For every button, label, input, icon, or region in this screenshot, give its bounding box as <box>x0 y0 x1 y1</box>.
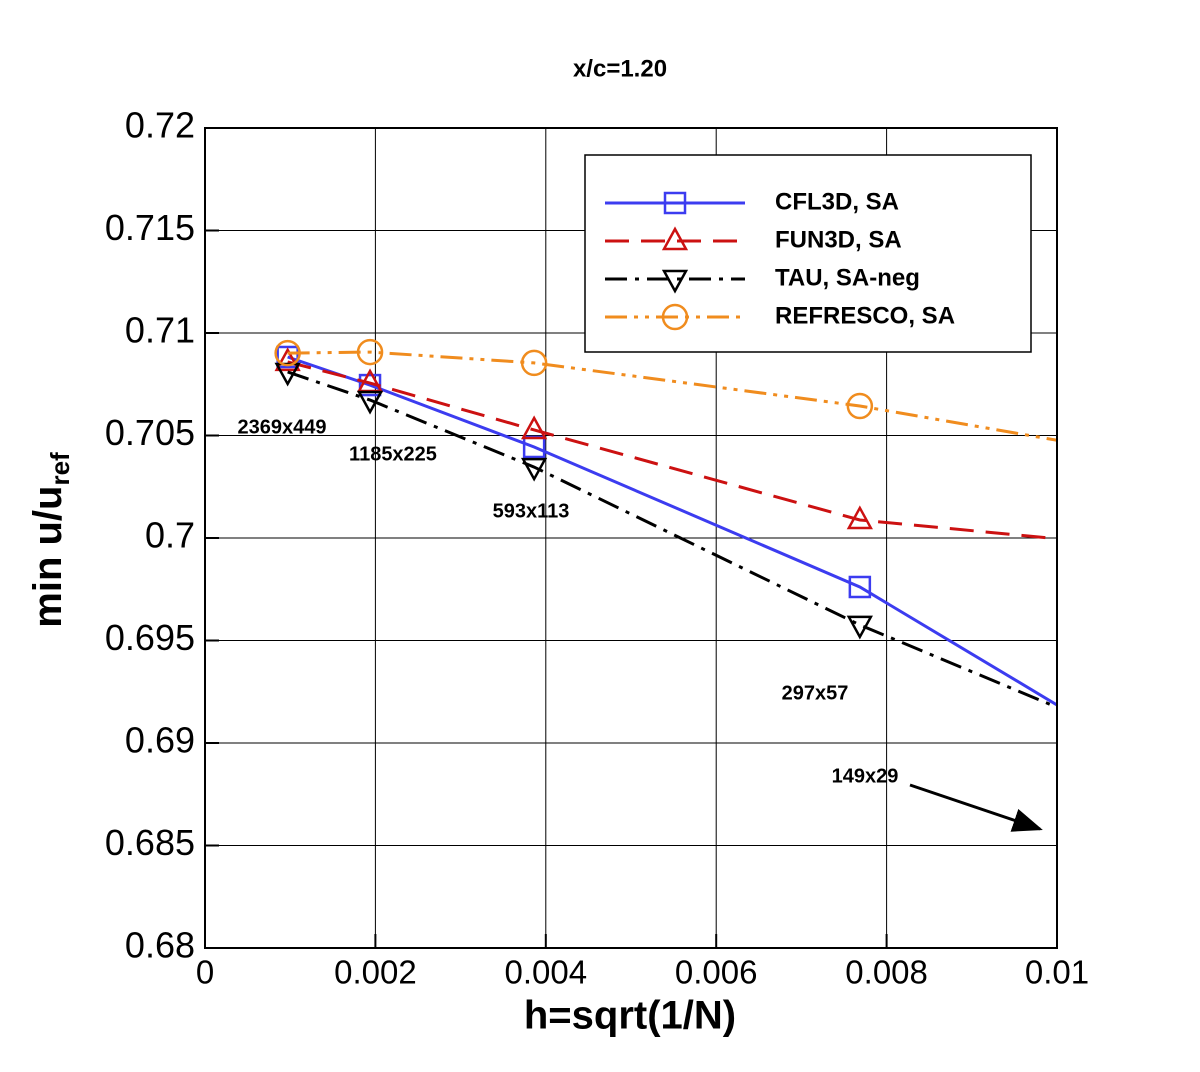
y-axis-label: min u/uref <box>26 452 75 628</box>
y-tick-label: 0.71 <box>125 310 195 351</box>
x-tick-label: 0 <box>196 954 214 991</box>
series-line <box>287 360 1057 541</box>
y-tick-label: 0.705 <box>105 412 195 453</box>
legend-marker <box>661 269 689 294</box>
annotation: 297x57 <box>782 682 849 704</box>
annotation: 1185x225 <box>349 443 437 465</box>
legend-marker <box>661 226 689 251</box>
marker <box>846 392 874 420</box>
y-tick-label: 0.69 <box>125 720 195 761</box>
marker <box>356 338 384 366</box>
plot-area <box>274 338 1057 709</box>
marker <box>521 415 548 440</box>
legend-box <box>584 154 1032 353</box>
legend-label: FUN3D, SA <box>775 226 902 253</box>
marker <box>276 345 299 369</box>
marker <box>846 505 873 530</box>
x-tick-label: 0.006 <box>675 954 758 991</box>
annotation: 593x113 <box>493 500 570 522</box>
x-tick-label: 0.01 <box>1025 954 1089 991</box>
y-tick-label: 0.715 <box>105 207 195 248</box>
y-tick-label: 0.7 <box>145 515 195 556</box>
series-line <box>287 350 1057 442</box>
y-tick-label: 0.68 <box>125 925 195 966</box>
annotations: 2369x449 1185x225 593x113 297x57 149x29 <box>238 416 899 787</box>
annotation: 2369x449 <box>238 416 327 438</box>
annotation: 149x29 <box>832 765 899 787</box>
legend-marker <box>663 191 687 215</box>
y-tick-label: 0.685 <box>105 822 195 863</box>
legend-label: REFRESCO, SA <box>775 302 955 329</box>
series-line <box>287 370 1057 709</box>
y-axis-label-sub: ref <box>45 452 75 486</box>
legend-label: TAU, SA-neg <box>775 264 920 291</box>
x-tick-label: 0.008 <box>845 954 928 991</box>
chart-title: x/c=1.20 <box>573 55 667 82</box>
marker <box>848 575 872 599</box>
x-tick-label: 0.002 <box>334 954 417 991</box>
marker <box>356 390 384 415</box>
annotation-arrow <box>909 783 1043 832</box>
y-axis-label-main: min u/u <box>26 486 70 628</box>
y-tick-label: 0.72 <box>125 105 195 146</box>
legend: CFL3D, SA FUN3D, SA TAU, SA-neg REFRESCO, S… <box>584 154 1032 353</box>
marker <box>274 347 301 372</box>
marker <box>274 339 301 367</box>
marker <box>846 615 873 640</box>
marker <box>521 457 548 482</box>
marker <box>520 349 548 377</box>
legend-marker <box>661 303 689 331</box>
y-tick-label: 0.695 <box>105 617 195 658</box>
x-axis-label: h=sqrt(1/N) <box>524 994 736 1038</box>
x-tick-label: 0.004 <box>505 954 588 991</box>
legend-label: CFL3D, SA <box>775 188 899 215</box>
